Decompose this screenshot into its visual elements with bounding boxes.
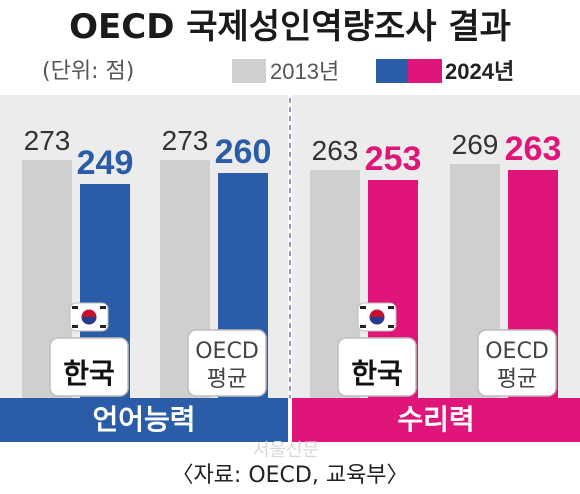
flag-trigram: [72, 325, 78, 328]
flag-trigram: [360, 325, 366, 328]
data-label-2013: 263: [312, 135, 359, 166]
category-label-box: [187, 329, 267, 397]
flag-trigram: [388, 325, 394, 328]
flag-trigram: [100, 306, 106, 309]
category-label: 한국: [63, 357, 115, 390]
flag-trigram: [100, 325, 106, 328]
legend-swatch-2024-blue: [376, 59, 410, 83]
flag-trigram: [388, 306, 394, 309]
panel-label: 수리력: [397, 403, 474, 436]
flag-circle-blue: [369, 317, 385, 325]
unit-label: (단위: 점): [42, 59, 134, 84]
data-label-2024: 260: [215, 133, 272, 171]
legend-label-2024: 2024년: [445, 59, 514, 84]
category-label-box: [337, 337, 417, 397]
legend-swatch-2024-pink: [408, 59, 442, 83]
data-label-2024: 253: [365, 140, 422, 178]
data-label-2013: 273: [24, 125, 71, 156]
panel-strip-1: [0, 398, 288, 442]
legend-label-2013: 2013년: [270, 59, 339, 84]
chart-title: OECD 국제성인역량조사 결과: [69, 7, 511, 47]
category-label: 평균: [497, 367, 537, 392]
category-label: OECD: [195, 339, 259, 364]
panel-strip-2: [292, 398, 580, 442]
flag-circle-blue: [81, 317, 97, 325]
category-label-box: [477, 329, 557, 397]
legend: 2013년 2024년: [232, 59, 514, 84]
flag-trigram: [360, 306, 366, 309]
data-label-2024: 249: [77, 144, 134, 182]
category-label: 한국: [351, 357, 403, 390]
data-label-2013: 269: [452, 129, 499, 160]
category-label-box: [49, 337, 129, 397]
legend-swatch-2013: [232, 59, 266, 83]
flag-trigram: [72, 306, 78, 309]
data-label-2013: 273: [162, 125, 209, 156]
category-label: 평균: [207, 367, 247, 392]
panel-label: 언어능력: [92, 403, 195, 436]
category-label: OECD: [485, 339, 549, 364]
watermark: 서울신문: [253, 440, 319, 461]
data-label-2024: 263: [505, 130, 562, 168]
source-note: 〈자료: OECD, 교육부〉: [171, 463, 408, 488]
